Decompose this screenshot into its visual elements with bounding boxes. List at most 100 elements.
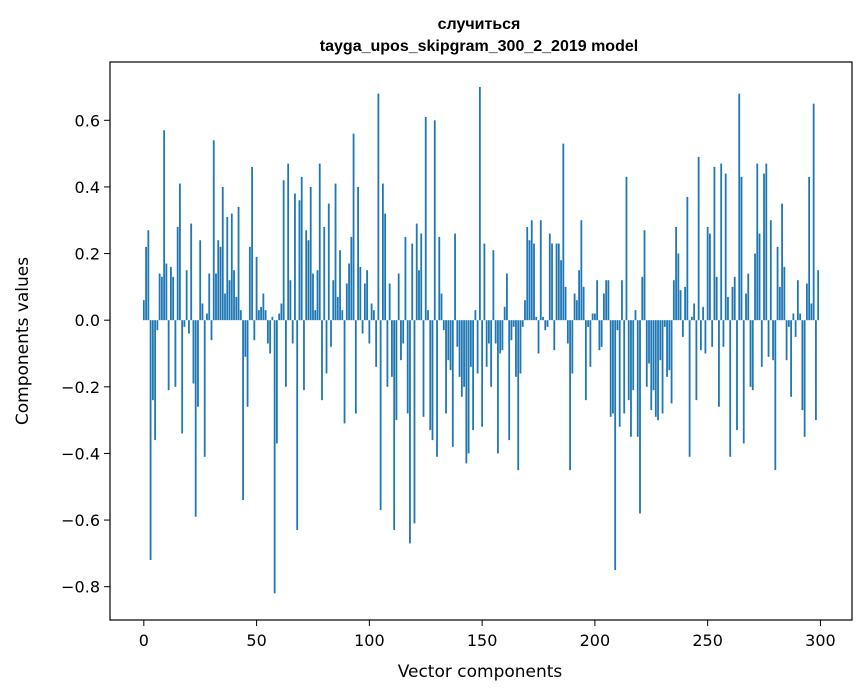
bar-component-119 — [411, 243, 414, 321]
bar-component-258 — [724, 173, 727, 321]
bar-component-283 — [781, 203, 783, 321]
bar-component-22 — [192, 320, 195, 384]
bar-component-164 — [512, 320, 515, 327]
bar-component-168 — [521, 320, 524, 327]
bar-component-262 — [733, 276, 736, 321]
bar-component-0 — [142, 300, 145, 321]
bar-component-217 — [632, 320, 635, 391]
bar-component-53 — [262, 293, 265, 321]
bar-component-67 — [294, 193, 296, 321]
bar-component-52 — [260, 306, 262, 321]
bar-component-87 — [339, 250, 341, 321]
bar-component-130 — [436, 320, 438, 457]
bar-component-48 — [251, 166, 253, 321]
bar-component-185 — [560, 260, 562, 321]
bar-component-214 — [625, 176, 628, 321]
bar-component-82 — [327, 203, 330, 321]
bar-component-127 — [429, 320, 432, 431]
bar-component-242 — [688, 320, 691, 457]
bar-component-184 — [557, 243, 560, 321]
bar-component-177 — [542, 316, 544, 321]
bar-component-247 — [699, 320, 702, 351]
bar-component-144 — [467, 320, 470, 454]
bar-component-159 — [501, 320, 504, 351]
bar-component-155 — [492, 250, 495, 321]
bar-component-220 — [639, 320, 641, 514]
x-tick-label: 200 — [580, 631, 611, 650]
y-tick-label: 0.2 — [75, 245, 100, 264]
bar-component-293 — [803, 320, 806, 437]
bar-component-100 — [368, 320, 371, 344]
bar-component-222 — [643, 230, 646, 321]
bar-component-12 — [169, 266, 172, 321]
bar-component-295 — [808, 176, 811, 321]
bar-component-64 — [287, 163, 290, 321]
bar-component-181 — [551, 243, 553, 321]
bar-component-98 — [363, 283, 366, 321]
bar-component-238 — [679, 290, 682, 321]
bar-component-240 — [684, 286, 686, 321]
bar-component-263 — [736, 320, 738, 431]
bar-component-208 — [612, 320, 614, 414]
bar-component-172 — [530, 220, 533, 321]
x-axis-label: Vector components — [398, 662, 563, 682]
bar-component-2 — [147, 230, 150, 321]
bar-component-153 — [487, 320, 490, 344]
bar-component-29 — [208, 273, 211, 321]
bar-component-78 — [318, 163, 321, 321]
bar-component-237 — [677, 253, 680, 321]
bar-component-251 — [709, 233, 711, 321]
bar-component-24 — [197, 320, 199, 407]
bar-component-133 — [442, 320, 445, 331]
bar-component-190 — [571, 320, 574, 374]
bar-component-225 — [650, 320, 653, 411]
bar-component-196 — [584, 320, 587, 401]
bar-component-111 — [393, 320, 396, 531]
bar-component-108 — [386, 320, 389, 387]
bar-component-26 — [201, 303, 204, 321]
bar-component-79 — [321, 320, 323, 401]
bar-component-90 — [345, 283, 348, 321]
bar-component-31 — [212, 140, 215, 321]
x-tick-label: 300 — [805, 631, 836, 650]
bar-component-273 — [758, 233, 761, 321]
bar-component-43 — [239, 310, 242, 321]
bar-component-154 — [490, 320, 493, 387]
bar-component-16 — [179, 183, 181, 321]
bar-component-136 — [449, 320, 452, 371]
bar-component-51 — [257, 310, 260, 321]
bar-component-279 — [772, 320, 774, 361]
bar-component-244 — [693, 303, 696, 321]
bar-component-89 — [343, 320, 346, 424]
bar-component-37 — [226, 216, 229, 321]
bar-component-9 — [163, 130, 166, 321]
bar-component-221 — [641, 276, 644, 321]
bar-component-149 — [478, 86, 481, 321]
bar-component-23 — [194, 320, 197, 517]
bar-component-61 — [280, 303, 283, 321]
bar-component-180 — [548, 233, 551, 321]
bar-component-72 — [305, 230, 308, 321]
bar-component-186 — [562, 143, 565, 321]
bar-component-101 — [370, 303, 373, 321]
x-tick-label: 150 — [467, 631, 498, 650]
bar-component-76 — [314, 310, 317, 321]
bar-component-56 — [269, 320, 272, 354]
bar-component-148 — [476, 320, 479, 374]
bar-component-150 — [481, 320, 484, 427]
bar-component-234 — [670, 320, 673, 404]
bar-component-5 — [154, 320, 156, 441]
bar-component-216 — [630, 320, 632, 437]
bar-component-112 — [395, 320, 398, 421]
bar-component-74 — [309, 186, 312, 321]
bar-component-187 — [564, 286, 567, 321]
bar-component-292 — [801, 320, 804, 411]
bar-component-249 — [704, 320, 707, 354]
plot-frame — [109, 61, 853, 621]
bar-component-271 — [754, 253, 756, 321]
bar-component-134 — [445, 320, 447, 414]
bar-component-277 — [767, 320, 770, 357]
bar-component-297 — [812, 103, 815, 321]
bar-component-284 — [783, 266, 786, 321]
